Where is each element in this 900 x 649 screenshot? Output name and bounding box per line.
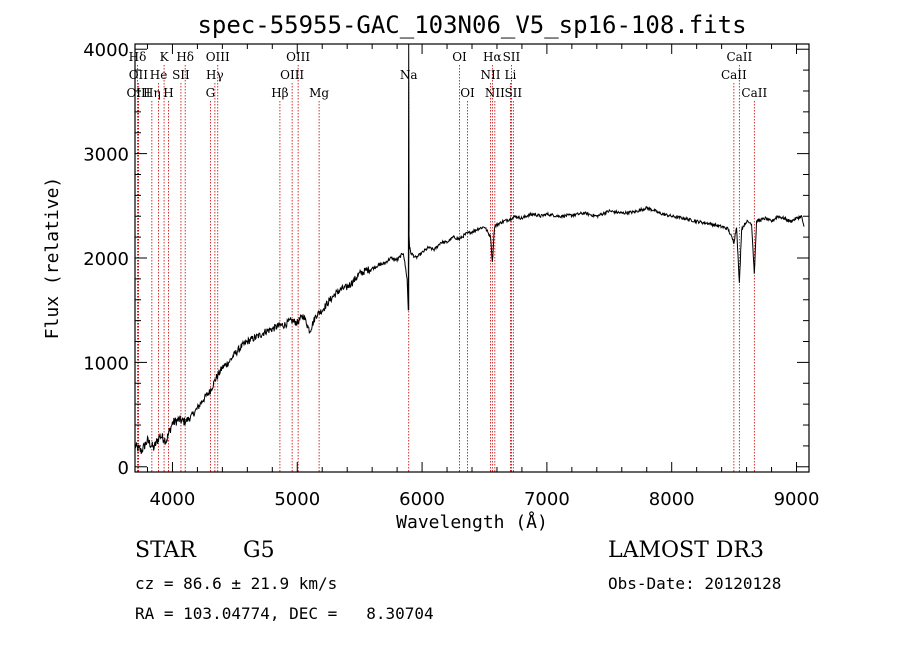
y-tick-label: 4000 (83, 40, 129, 61)
line-marker-label: OIII (280, 68, 304, 82)
line-marker-label: NII (480, 68, 500, 82)
line-marker-label: OI (460, 86, 475, 100)
chart-title: spec-55955-GAC_103N06_V5_sp16-108.fits (197, 11, 746, 39)
x-tick-label: 6000 (399, 489, 445, 510)
x-tick-label: 4000 (150, 489, 196, 510)
line-marker-label: SII (504, 86, 522, 100)
line-marker-label: H (163, 86, 173, 100)
x-tick-label: 5000 (274, 489, 320, 510)
line-marker-label: Hα (483, 50, 502, 64)
line-marker-label: OII (129, 68, 149, 82)
x-axis-ticks: 4000 5000 6000 7000 8000 9000 (146, 44, 820, 510)
spectrum-line (134, 43, 805, 455)
y-axis-label: Flux (relative) (42, 177, 63, 340)
obs-date: Obs-Date: 20120128 (608, 574, 782, 593)
cz-value: cz = 86.6 ± 21.9 km/s (135, 574, 338, 593)
y-tick-label: 0 (118, 458, 129, 479)
line-marker-label: OIII (206, 50, 230, 64)
plot-frame (134, 43, 810, 473)
y-tick-label: 2000 (83, 249, 129, 270)
line-marker-label: Hδ (176, 50, 194, 64)
line-marker-label: Hδ (129, 50, 147, 64)
y-tick-label: 1000 (83, 353, 129, 374)
survey-name: LAMOST DR3 (608, 538, 764, 563)
line-marker-label: CaII (726, 50, 752, 64)
line-marker-label: CaII (741, 86, 767, 100)
x-axis-label: Wavelength (Å) (396, 511, 548, 533)
line-marker-label: He (150, 68, 168, 82)
object-class: STAR (135, 538, 196, 563)
x-tick-label: 8000 (649, 489, 695, 510)
y-tick-label: 3000 (83, 145, 129, 166)
line-marker-label: Hγ (206, 68, 224, 82)
line-marker-label: OIII (286, 50, 310, 64)
spectrum-chart: spec-55955-GAC_103N06_V5_sp16-108.fits H… (42, 11, 820, 533)
line-marker-label: Mg (309, 86, 329, 100)
y-axis-ticks: 0 1000 2000 3000 4000 (83, 40, 809, 479)
line-marker-label: Hβ (271, 86, 288, 100)
line-marker-label: K (160, 50, 170, 64)
line-marker-label: Hη (143, 86, 161, 100)
line-marker-label: Li (505, 68, 517, 82)
line-marker-label: CaII (721, 68, 747, 82)
x-tick-label: 7000 (524, 489, 570, 510)
line-marker-label: SII (172, 68, 190, 82)
coordinates: RA = 103.04774, DEC = 8.30704 (135, 604, 434, 623)
line-marker-label: NII (485, 86, 505, 100)
line-marker-label: SII (503, 50, 521, 64)
object-subclass: G5 (243, 538, 275, 563)
line-marker-label: G (206, 86, 216, 100)
line-marker-label: OIII (126, 86, 150, 100)
line-marker-label: OI (452, 50, 467, 64)
x-tick-label: 9000 (774, 489, 820, 510)
